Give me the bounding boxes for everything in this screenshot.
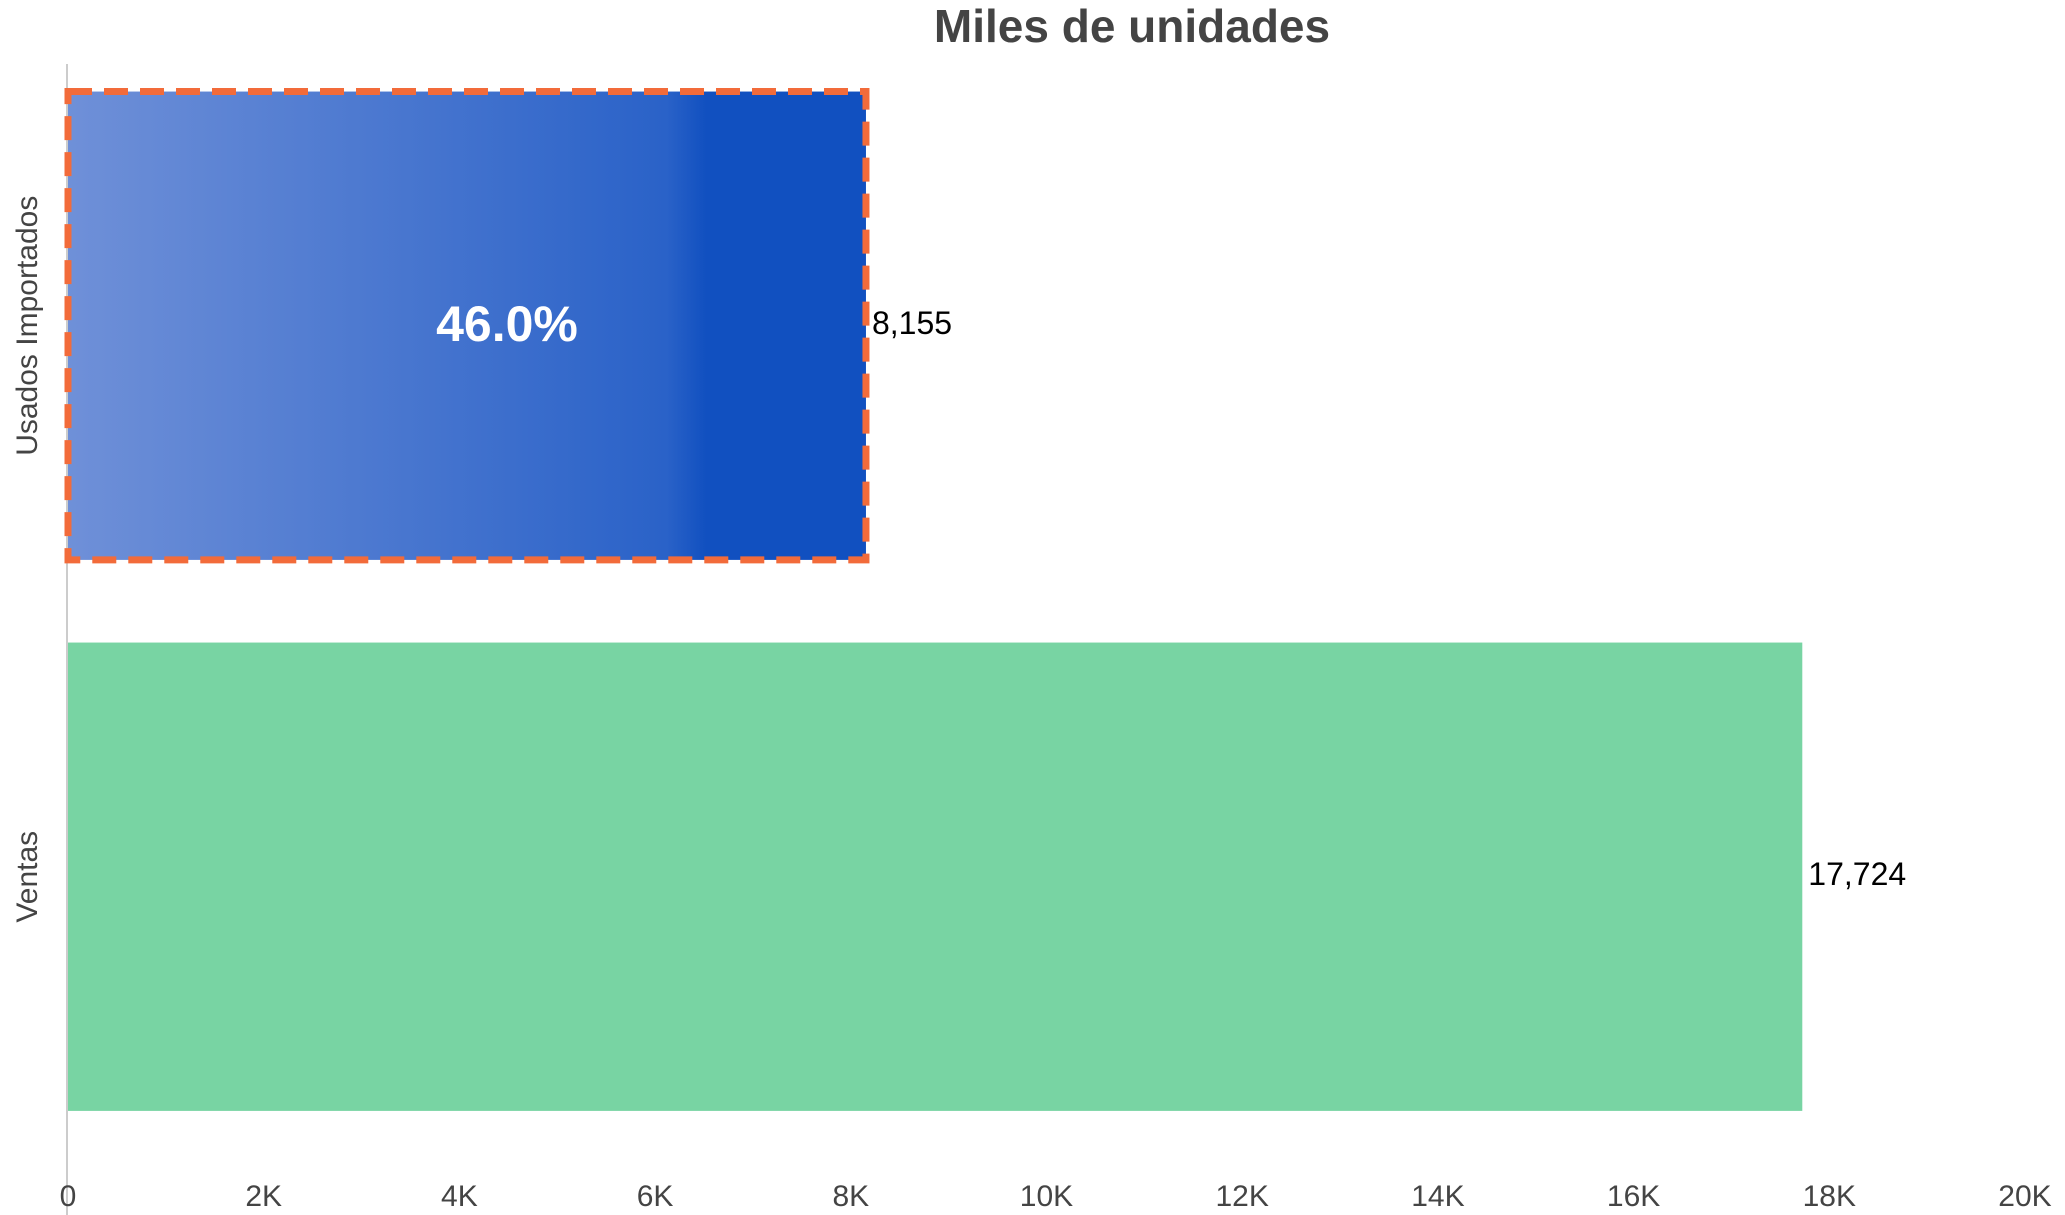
value-label: 17,724 [1808,856,1906,892]
category-label: Usados Importados [11,196,44,456]
value-label: 8,155 [872,305,952,341]
x-tick-label: 14K [1411,1180,1464,1213]
x-tick-label: 4K [441,1180,478,1213]
chart-title: Miles de unidades [934,0,1330,52]
x-tick-label: 6K [637,1180,674,1213]
x-tick-label: 18K [1803,1180,1856,1213]
x-tick-label: 12K [1216,1180,1269,1213]
bar [64,88,870,564]
category-label: Ventas [11,831,44,923]
x-tick-label: 16K [1607,1180,1660,1213]
x-tick-label: 2K [245,1180,282,1213]
x-tick-label: 10K [1020,1180,1073,1213]
x-tick-label: 0 [60,1180,77,1213]
x-tick-label: 20K [1998,1180,2051,1213]
bar [68,642,1803,1111]
x-tick-label: 8K [832,1180,869,1213]
annotation: 46.0% [436,296,578,352]
